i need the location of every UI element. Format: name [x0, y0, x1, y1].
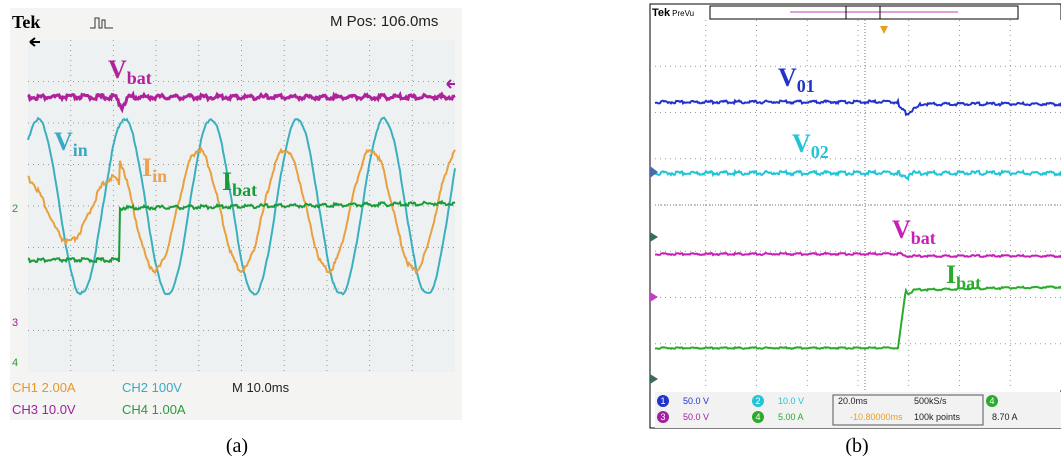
footer-text: 2	[755, 396, 760, 406]
marker: 3	[12, 317, 18, 329]
marker: 4	[12, 357, 18, 369]
figure: Tek M Pos: 106.0ms 2 3 4 Vbat Vin Iin Ib…	[0, 0, 1061, 466]
footer-text: 4	[989, 396, 994, 406]
footer-text: 1	[660, 396, 665, 406]
footer-text: 500kS/s	[914, 396, 947, 406]
footer-text: 8.70 A	[992, 412, 1018, 422]
caption: (a)	[226, 435, 248, 457]
footer-text: 50.0 V	[683, 412, 709, 422]
m-pos: M Pos: 106.0ms	[330, 13, 438, 30]
brand-a: Tek	[12, 12, 40, 32]
footer-text: CH1 2.00A	[12, 380, 76, 395]
footer-text: -10.80000ms	[850, 412, 903, 422]
footer-text: CH4 1.00A	[122, 402, 186, 417]
footer-text: CH2 100V	[122, 380, 182, 395]
footer-text: CH3 10.0V	[12, 402, 76, 417]
footer-text: 3	[660, 412, 665, 422]
footer-text: 50.0 V	[683, 396, 709, 406]
footer-text: 20.0ms	[838, 396, 868, 406]
caption: (b)	[845, 435, 868, 457]
footer-text: M 10.0ms	[232, 380, 290, 395]
footer-text: 4	[755, 412, 760, 422]
footer-text: 5.00 A	[778, 412, 804, 422]
footer-text: 10.0 V	[778, 396, 804, 406]
marker: 2	[12, 203, 18, 215]
footer-text: 100k points	[914, 412, 961, 422]
